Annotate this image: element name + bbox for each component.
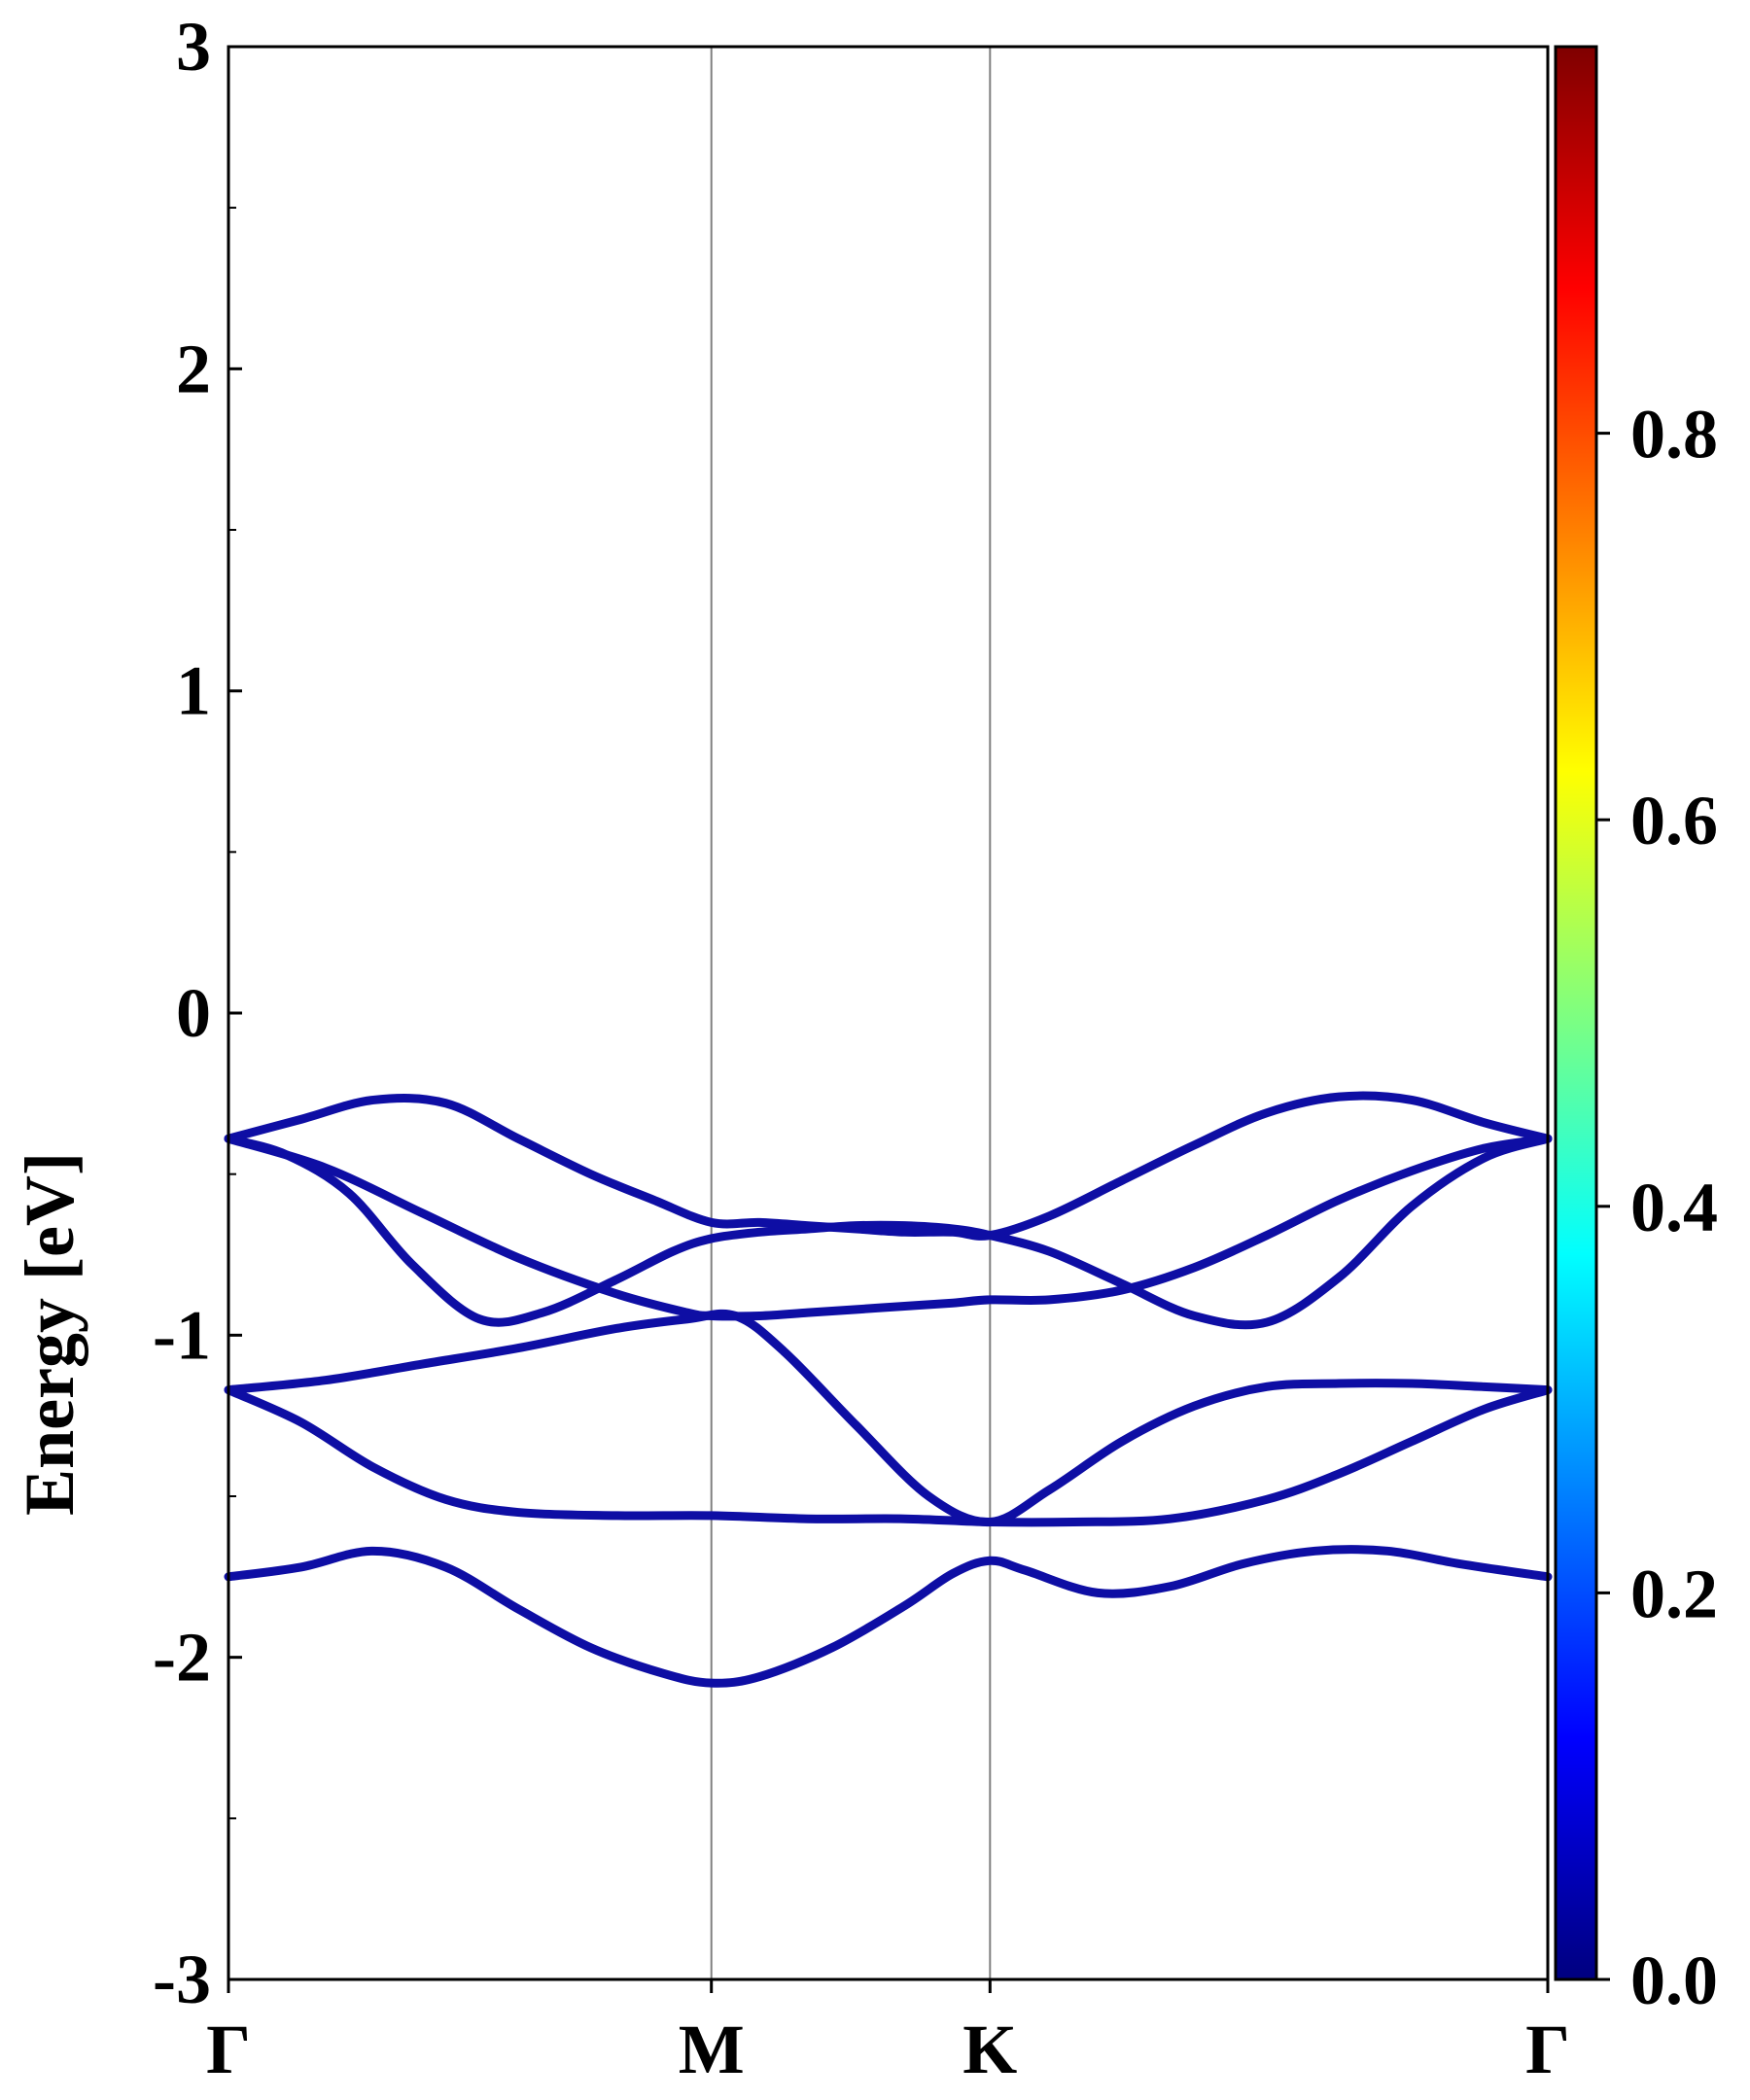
colorbar-tick-label: 0.8 <box>1630 396 1718 473</box>
band-line-6 <box>224 1545 1553 1688</box>
colorbar-tick-label: 0.4 <box>1630 1169 1718 1246</box>
band-line-3 <box>224 1134 1553 1321</box>
colorbar <box>1554 45 1598 1981</box>
x-tick-label: Γ <box>1525 2011 1570 2088</box>
high-symmetry-lines <box>710 47 992 1979</box>
colorbar-tick-label: 0.0 <box>1630 1942 1718 2019</box>
y-tick-label: -3 <box>153 1941 211 2018</box>
band-line-2 <box>224 1134 1553 1330</box>
y-tick-label: 1 <box>176 652 211 730</box>
y-tick-label: -2 <box>153 1619 211 1697</box>
y-tick-label: 3 <box>176 8 211 86</box>
band-lines <box>224 1091 1553 1688</box>
x-tick-label: M <box>679 2011 745 2088</box>
band-line-1 <box>224 1091 1553 1241</box>
y-axis-ticks: -3 -2 -1 0 1 2 3 <box>153 8 242 2018</box>
y-tick-label: 2 <box>176 330 211 407</box>
band-line-4 <box>224 1309 1553 1527</box>
x-tick-label: K <box>962 2011 1017 2088</box>
x-tick-label: Γ <box>206 2011 251 2088</box>
y-tick-label: -1 <box>153 1296 211 1374</box>
colorbar-tick-label: 0.6 <box>1630 782 1718 859</box>
plot-frame <box>227 45 1550 1981</box>
colorbar-ticks: 0.0 0.2 0.4 0.6 0.8 <box>1596 396 1718 2019</box>
y-axis-label: Energy [eV] <box>11 1152 88 1516</box>
y-tick-label: 0 <box>176 974 211 1052</box>
colorbar-tick-label: 0.2 <box>1630 1555 1718 1632</box>
band-line-5 <box>224 1385 1553 1527</box>
